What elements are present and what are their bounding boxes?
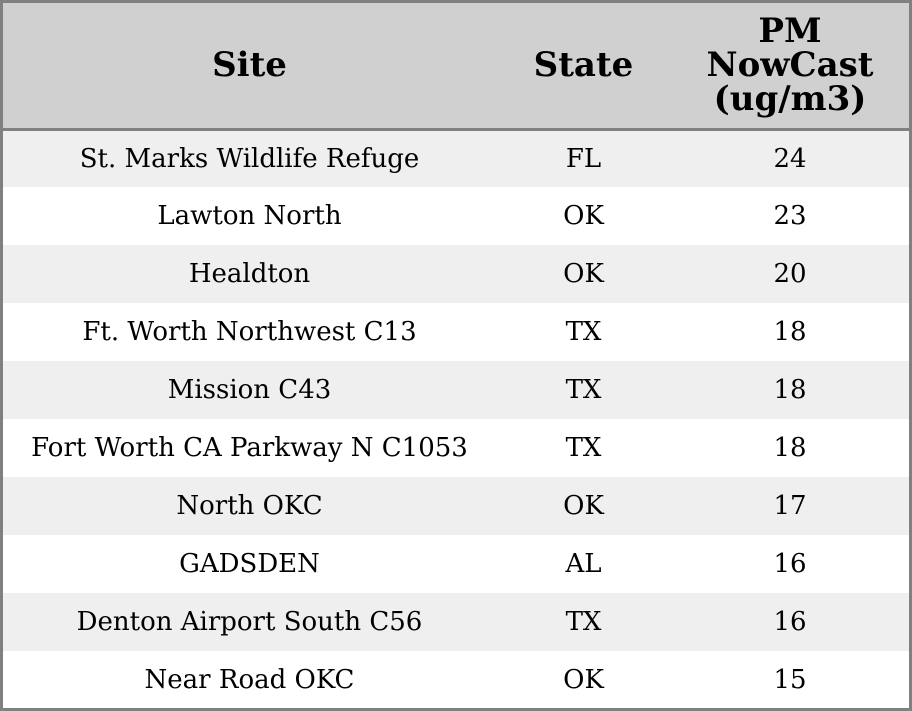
header-site-label: Site (212, 45, 287, 86)
site-cell: Near Road OKC (144, 665, 355, 695)
table-header: Site State PM NowCast (ug/m3) (3, 3, 909, 131)
table-row: Lawton North OK 23 (3, 187, 909, 245)
site-cell: Lawton North (157, 201, 342, 231)
pm-value-cell: 17 (773, 491, 807, 521)
table-row: St. Marks Wildlife Refuge FL 24 (3, 129, 909, 187)
site-cell: North OKC (176, 491, 323, 521)
header-pm-line-3: (ug/m3) (713, 79, 867, 120)
state-cell: TX (565, 375, 602, 405)
site-cell: Denton Airport South C56 (76, 607, 423, 637)
header-pm-line-2: NowCast (706, 45, 874, 86)
header-row: Site State PM NowCast (ug/m3) (3, 3, 909, 131)
header-site: Site (3, 3, 496, 131)
pm-value-cell: 18 (773, 433, 807, 463)
site-cell: St. Marks Wildlife Refuge (79, 143, 420, 174)
table-row: Mission C43 TX 18 (3, 361, 909, 419)
pm-value-cell: 24 (773, 143, 807, 174)
state-cell: AL (565, 549, 602, 579)
table-row: Healdton OK 20 (3, 245, 909, 303)
table-row: Near Road OKC OK 15 (3, 651, 909, 708)
site-cell: GADSDEN (179, 549, 320, 579)
pm-value-cell: 23 (773, 201, 807, 231)
state-cell: OK (563, 491, 604, 521)
header-pm-line-1: PM (758, 11, 822, 52)
header-pm-nowcast: PM NowCast (ug/m3) (671, 3, 909, 131)
pm-nowcast-table: Site State PM NowCast (ug/m3) St. Marks … (3, 3, 909, 708)
site-cell: Mission C43 (167, 375, 332, 405)
state-cell: OK (563, 201, 604, 231)
state-cell: TX (565, 317, 602, 347)
pm-value-cell: 15 (773, 665, 807, 695)
table-row: North OKC OK 17 (3, 477, 909, 535)
pm-value-cell: 16 (773, 607, 807, 637)
state-cell: TX (565, 433, 602, 463)
table-row: Denton Airport South C56 TX 16 (3, 593, 909, 651)
state-cell: FL (565, 143, 602, 174)
pm-value-cell: 18 (773, 317, 807, 347)
site-cell: Fort Worth CA Parkway N C1053 (31, 433, 468, 463)
site-cell: Healdton (188, 259, 311, 289)
pm-value-cell: 18 (773, 375, 807, 405)
header-state: State (496, 3, 671, 131)
table-row: Fort Worth CA Parkway N C1053 TX 18 (3, 419, 909, 477)
table-row: Ft. Worth Northwest C13 TX 18 (3, 303, 909, 361)
state-cell: OK (563, 259, 604, 289)
site-cell: Ft. Worth Northwest C13 (82, 317, 417, 347)
state-cell: OK (563, 665, 604, 695)
state-cell: TX (565, 607, 602, 637)
pm-value-cell: 20 (773, 259, 807, 289)
table-row: GADSDEN AL 16 (3, 535, 909, 593)
header-state-label: State (533, 45, 634, 86)
table-body: St. Marks Wildlife Refuge FL 24 Lawton Nort… (3, 129, 909, 708)
pm-value-cell: 16 (773, 549, 807, 579)
